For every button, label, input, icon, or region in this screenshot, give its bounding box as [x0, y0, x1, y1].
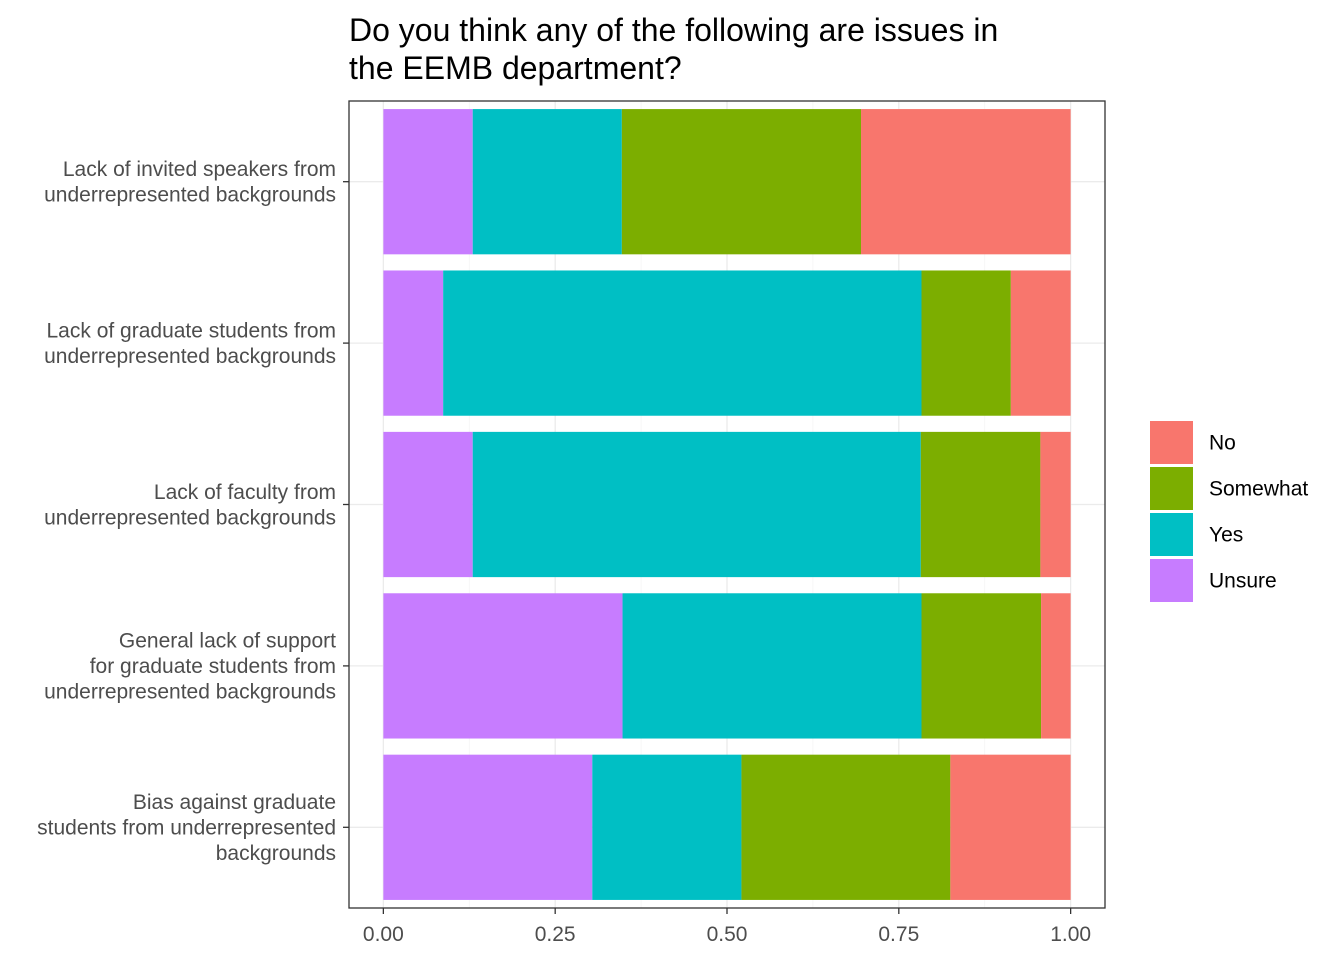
chart-title-line: the EEMB department?: [349, 50, 682, 86]
y-category-label-line: underrepresented backgrounds: [44, 506, 336, 529]
legend-key-unsure: [1150, 559, 1193, 602]
x-tick-label: 1.00: [1050, 923, 1091, 946]
bar-segment-yes: [443, 270, 922, 416]
bar-segment-yes: [592, 754, 742, 900]
y-category-label-line: Bias against graduate: [133, 791, 336, 814]
bar-segment-unsure: [383, 593, 623, 739]
y-category-label-line: backgrounds: [216, 842, 336, 865]
bar-segment-yes: [472, 109, 622, 255]
legend-key-yes: [1150, 513, 1193, 556]
y-category-label-line: underrepresented backgrounds: [44, 680, 336, 703]
bar-segment-unsure: [383, 109, 473, 255]
y-category-label-line: for graduate students from: [90, 655, 336, 678]
x-axis: 0.00 0.25 0.50 0.75 1.00: [363, 908, 1091, 946]
y-category-label: General lack of support for graduate stud…: [44, 629, 336, 703]
bar-segment-somewhat: [920, 431, 1041, 578]
chart-title-line: Do you think any of the following are is…: [349, 12, 998, 48]
bar-segment-yes: [622, 593, 922, 739]
bar-segment-no: [1041, 593, 1071, 739]
legend-key-no: [1150, 421, 1193, 464]
y-category-label-line: students from underrepresented: [37, 816, 336, 839]
bar-segment-somewhat: [921, 270, 1011, 416]
y-category-label: Bias against graduate students from under…: [37, 791, 336, 865]
legend-label: No: [1209, 432, 1236, 455]
x-tick-label: 0.75: [878, 923, 919, 946]
legend: No Somewhat Yes Unsure: [1150, 421, 1308, 602]
legend-label: Somewhat: [1209, 478, 1308, 501]
legend-label: Yes: [1209, 524, 1243, 547]
x-tick-label: 0.00: [363, 923, 404, 946]
y-axis: Lack of invited speakers from underrepres…: [37, 158, 349, 865]
bar-segment-unsure: [383, 431, 473, 578]
bar-segment-no: [950, 754, 1071, 900]
y-category-label: Lack of graduate students from underrepre…: [44, 319, 336, 368]
y-category-label-line: General lack of support: [119, 629, 336, 652]
bar-segment-somewhat: [741, 754, 951, 900]
y-category-label: Lack of invited speakers from underrepres…: [44, 158, 336, 207]
y-category-label-line: Lack of invited speakers from: [63, 158, 336, 181]
chart-title: Do you think any of the following are is…: [349, 12, 998, 86]
bar-segment-somewhat: [921, 593, 1042, 739]
bar-segment-somewhat: [621, 109, 862, 255]
y-category-label-line: underrepresented backgrounds: [44, 345, 336, 368]
bar-segment-unsure: [383, 270, 444, 416]
bar-segment-no: [1010, 270, 1071, 416]
bar-segment-no: [1040, 431, 1071, 578]
bar-segment-unsure: [383, 754, 593, 900]
y-category-label-line: underrepresented backgrounds: [44, 183, 336, 206]
y-category-label: Lack of faculty from underrepresented bac…: [44, 481, 336, 530]
bars: [383, 109, 1071, 900]
x-tick-label: 0.25: [535, 923, 576, 946]
x-tick-label: 0.50: [707, 923, 748, 946]
y-category-label-line: Lack of graduate students from: [47, 319, 337, 342]
bar-segment-yes: [472, 431, 921, 578]
y-category-label-line: Lack of faculty from: [154, 481, 336, 504]
legend-key-somewhat: [1150, 467, 1193, 510]
legend-label: Unsure: [1209, 570, 1277, 593]
bar-segment-no: [861, 109, 1071, 255]
